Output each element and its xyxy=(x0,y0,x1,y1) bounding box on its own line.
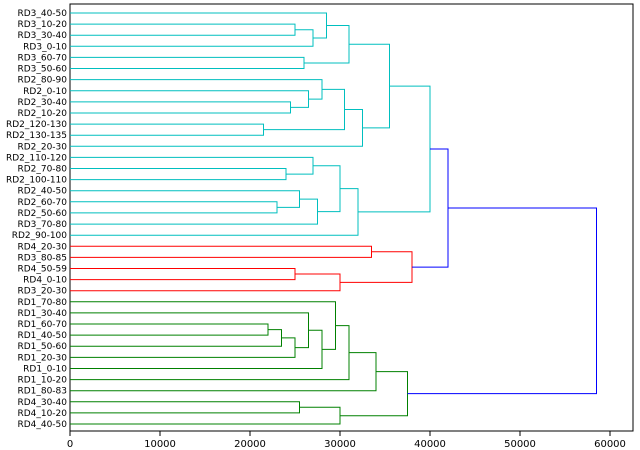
dendrogram-link-green xyxy=(70,329,282,347)
dendrogram-link-green xyxy=(70,337,296,358)
dendrogram-link-cyan xyxy=(70,23,296,36)
dendrogram-link-red xyxy=(340,251,413,283)
x-tick-label: 20000 xyxy=(234,439,266,450)
leaf-label: RD3_30-40 xyxy=(17,31,67,41)
plot-border xyxy=(69,3,634,432)
x-tick-label: 0 xyxy=(67,439,73,450)
leaf-label: RD2_70-80 xyxy=(17,165,67,175)
leaf-label: RD2_50-60 xyxy=(17,209,67,219)
leaf-label: RD3_20-30 xyxy=(17,287,67,297)
leaf-label: RD1_40-50 xyxy=(17,331,67,341)
dendrogram-link-cyan xyxy=(70,156,314,175)
dendrogram-link-red xyxy=(70,268,296,281)
leaf-label: RD2_120-130 xyxy=(6,120,67,130)
dendrogram-link-cyan xyxy=(70,12,327,39)
leaf-label: RD1_50-60 xyxy=(17,342,67,352)
leaf-label: RD3_40-50 xyxy=(17,9,67,19)
dendrogram-link-cyan xyxy=(70,190,300,208)
leaf-label: RD2_90-100 xyxy=(12,231,68,241)
leaf-label: RD2_60-70 xyxy=(17,198,67,208)
leaf-label: RD1_30-40 xyxy=(17,309,67,319)
dendrogram-link-green xyxy=(70,352,377,392)
leaf-label: RD3_0-10 xyxy=(23,42,67,52)
dendrogram-link-cyan xyxy=(70,188,359,236)
dendrogram-link-cyan xyxy=(70,101,291,114)
dendrogram-link-red xyxy=(70,245,372,258)
leaf-label: RD2_40-50 xyxy=(17,187,67,197)
dendrogram-link-green xyxy=(70,301,336,350)
leaf-label: RD3_70-80 xyxy=(17,220,67,230)
leaf-label: RD1_80-83 xyxy=(17,387,67,397)
leaf-label: RD1_0-10 xyxy=(23,364,67,374)
dendrogram-link-cyan xyxy=(70,109,363,147)
leaf-label: RD1_20-30 xyxy=(17,353,67,363)
dendrogram-link-cyan xyxy=(358,85,431,213)
x-tick-label: 40000 xyxy=(414,439,446,450)
dendrogram-link-cyan xyxy=(70,123,264,136)
dendrogram-link-green xyxy=(340,371,408,417)
leaf-label: RD4_0-10 xyxy=(23,276,67,286)
leaf-label: RD4_30-40 xyxy=(17,398,67,408)
leaf-label: RD2_0-10 xyxy=(23,87,67,97)
dendrogram-link-green xyxy=(70,325,350,381)
dendrogram-link-cyan xyxy=(70,201,278,214)
leaf-label: RD3_80-85 xyxy=(17,253,67,263)
leaf-label: RD3_60-70 xyxy=(17,53,67,63)
x-tick-label: 60000 xyxy=(594,439,626,450)
dendrogram-link-green xyxy=(70,323,269,336)
leaf-label: RD2_30-40 xyxy=(17,98,67,108)
leaf-label: RD3_10-20 xyxy=(17,20,67,30)
dendrogram-link-green xyxy=(70,329,323,369)
leaf-label: RD1_70-80 xyxy=(17,298,67,308)
leaf-label: RD3_50-60 xyxy=(17,65,67,75)
dendrogram-link-green xyxy=(70,312,309,349)
leaf-label: RD2_80-90 xyxy=(17,76,67,86)
dendrogram-link-cyan xyxy=(70,29,314,47)
leaf-label: RD2_100-110 xyxy=(6,176,67,186)
leaf-label: RD4_50-59 xyxy=(17,264,67,274)
dendrogram-link-cyan xyxy=(70,90,309,108)
dendrogram-link-green xyxy=(70,401,300,414)
dendrogram-link-cyan xyxy=(263,88,345,131)
leaf-label: RD1_10-20 xyxy=(17,376,67,386)
x-tick-label: 50000 xyxy=(504,439,536,450)
leaf-label: RD4_20-30 xyxy=(17,242,67,252)
dendrogram-link-cyan xyxy=(70,79,323,100)
dendrogram-link-cyan xyxy=(349,43,390,129)
leaf-label: RD2_130-135 xyxy=(6,131,67,141)
leaf-label: RD2_20-30 xyxy=(17,142,67,152)
dendrogram-link-cyan xyxy=(70,56,305,69)
x-tick-label: 30000 xyxy=(324,439,356,450)
leaf-label: RD4_10-20 xyxy=(17,409,67,419)
dendrogram-link-cyan xyxy=(70,168,287,181)
dendrogram-link-cyan xyxy=(70,198,318,225)
dendrogram-link-red xyxy=(70,273,341,292)
leaf-label: RD4_40-50 xyxy=(17,420,67,430)
leaf-label: RD2_110-120 xyxy=(6,153,67,163)
leaf-label: RD2_10-20 xyxy=(17,109,67,119)
dendrogram-link-blue xyxy=(407,207,597,395)
x-tick-label: 10000 xyxy=(144,439,176,450)
leaf-label: RD1_60-70 xyxy=(17,320,67,330)
